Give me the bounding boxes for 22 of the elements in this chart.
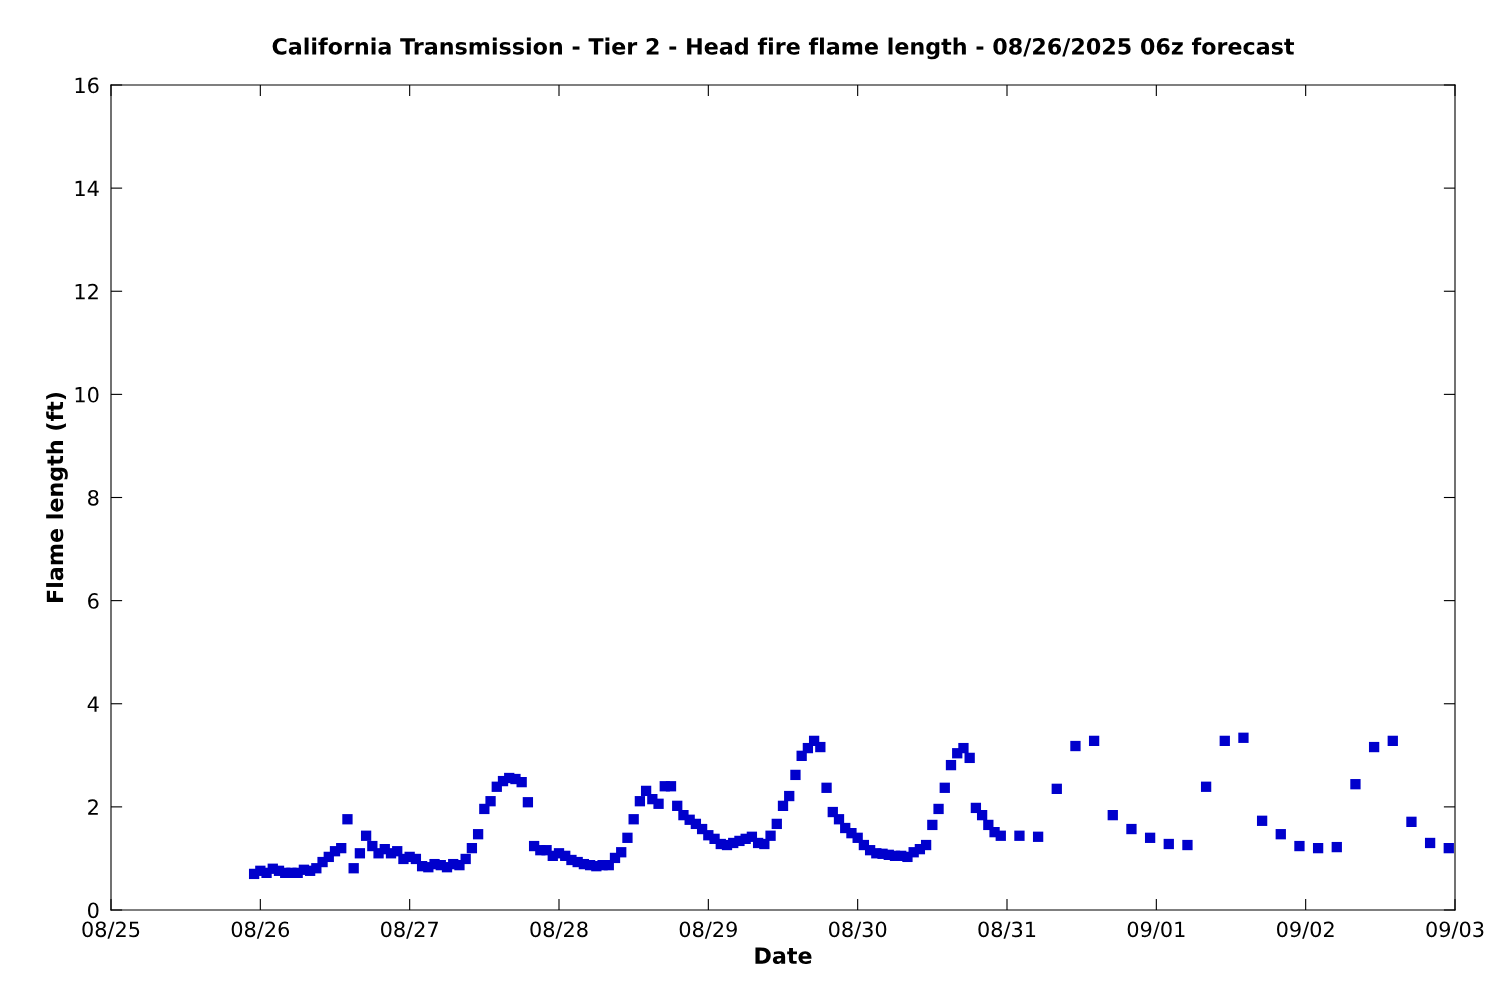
y-tick-label: 14 — [75, 180, 99, 197]
x-tick-label: 09/03 — [1426, 921, 1484, 939]
y-tick-label: 10 — [75, 386, 99, 403]
x-tick-label: 08/25 — [82, 921, 140, 939]
y-tick-label: 12 — [75, 283, 98, 300]
x-tick-label: 09/02 — [1277, 921, 1334, 939]
y-axis-title: Flame length (ft) — [46, 392, 68, 602]
chart-title: California Transmission - Tier 2 - Head fire flame length - 08/26/2025 06z forecast — [272, 37, 1295, 60]
x-tick-label: 08/31 — [978, 921, 1036, 939]
x-tick-label: 08/29 — [679, 921, 737, 939]
y-tick-label: 6 — [88, 593, 99, 609]
y-tick-label: 0 — [88, 902, 99, 919]
y-tick-label: 4 — [87, 696, 99, 712]
y-tick-label: 8 — [88, 489, 99, 506]
x-tick-label: 08/28 — [530, 921, 588, 939]
x-axis-title: Date — [755, 947, 812, 965]
x-tick-label: 09/01 — [1127, 921, 1185, 939]
y-tick-label: 2 — [88, 799, 98, 815]
x-tick-label: 08/27 — [381, 921, 438, 939]
y-tick-label: 16 — [75, 77, 99, 94]
x-tick-label: 08/26 — [231, 921, 290, 939]
x-tick-label: 08/30 — [829, 921, 887, 939]
